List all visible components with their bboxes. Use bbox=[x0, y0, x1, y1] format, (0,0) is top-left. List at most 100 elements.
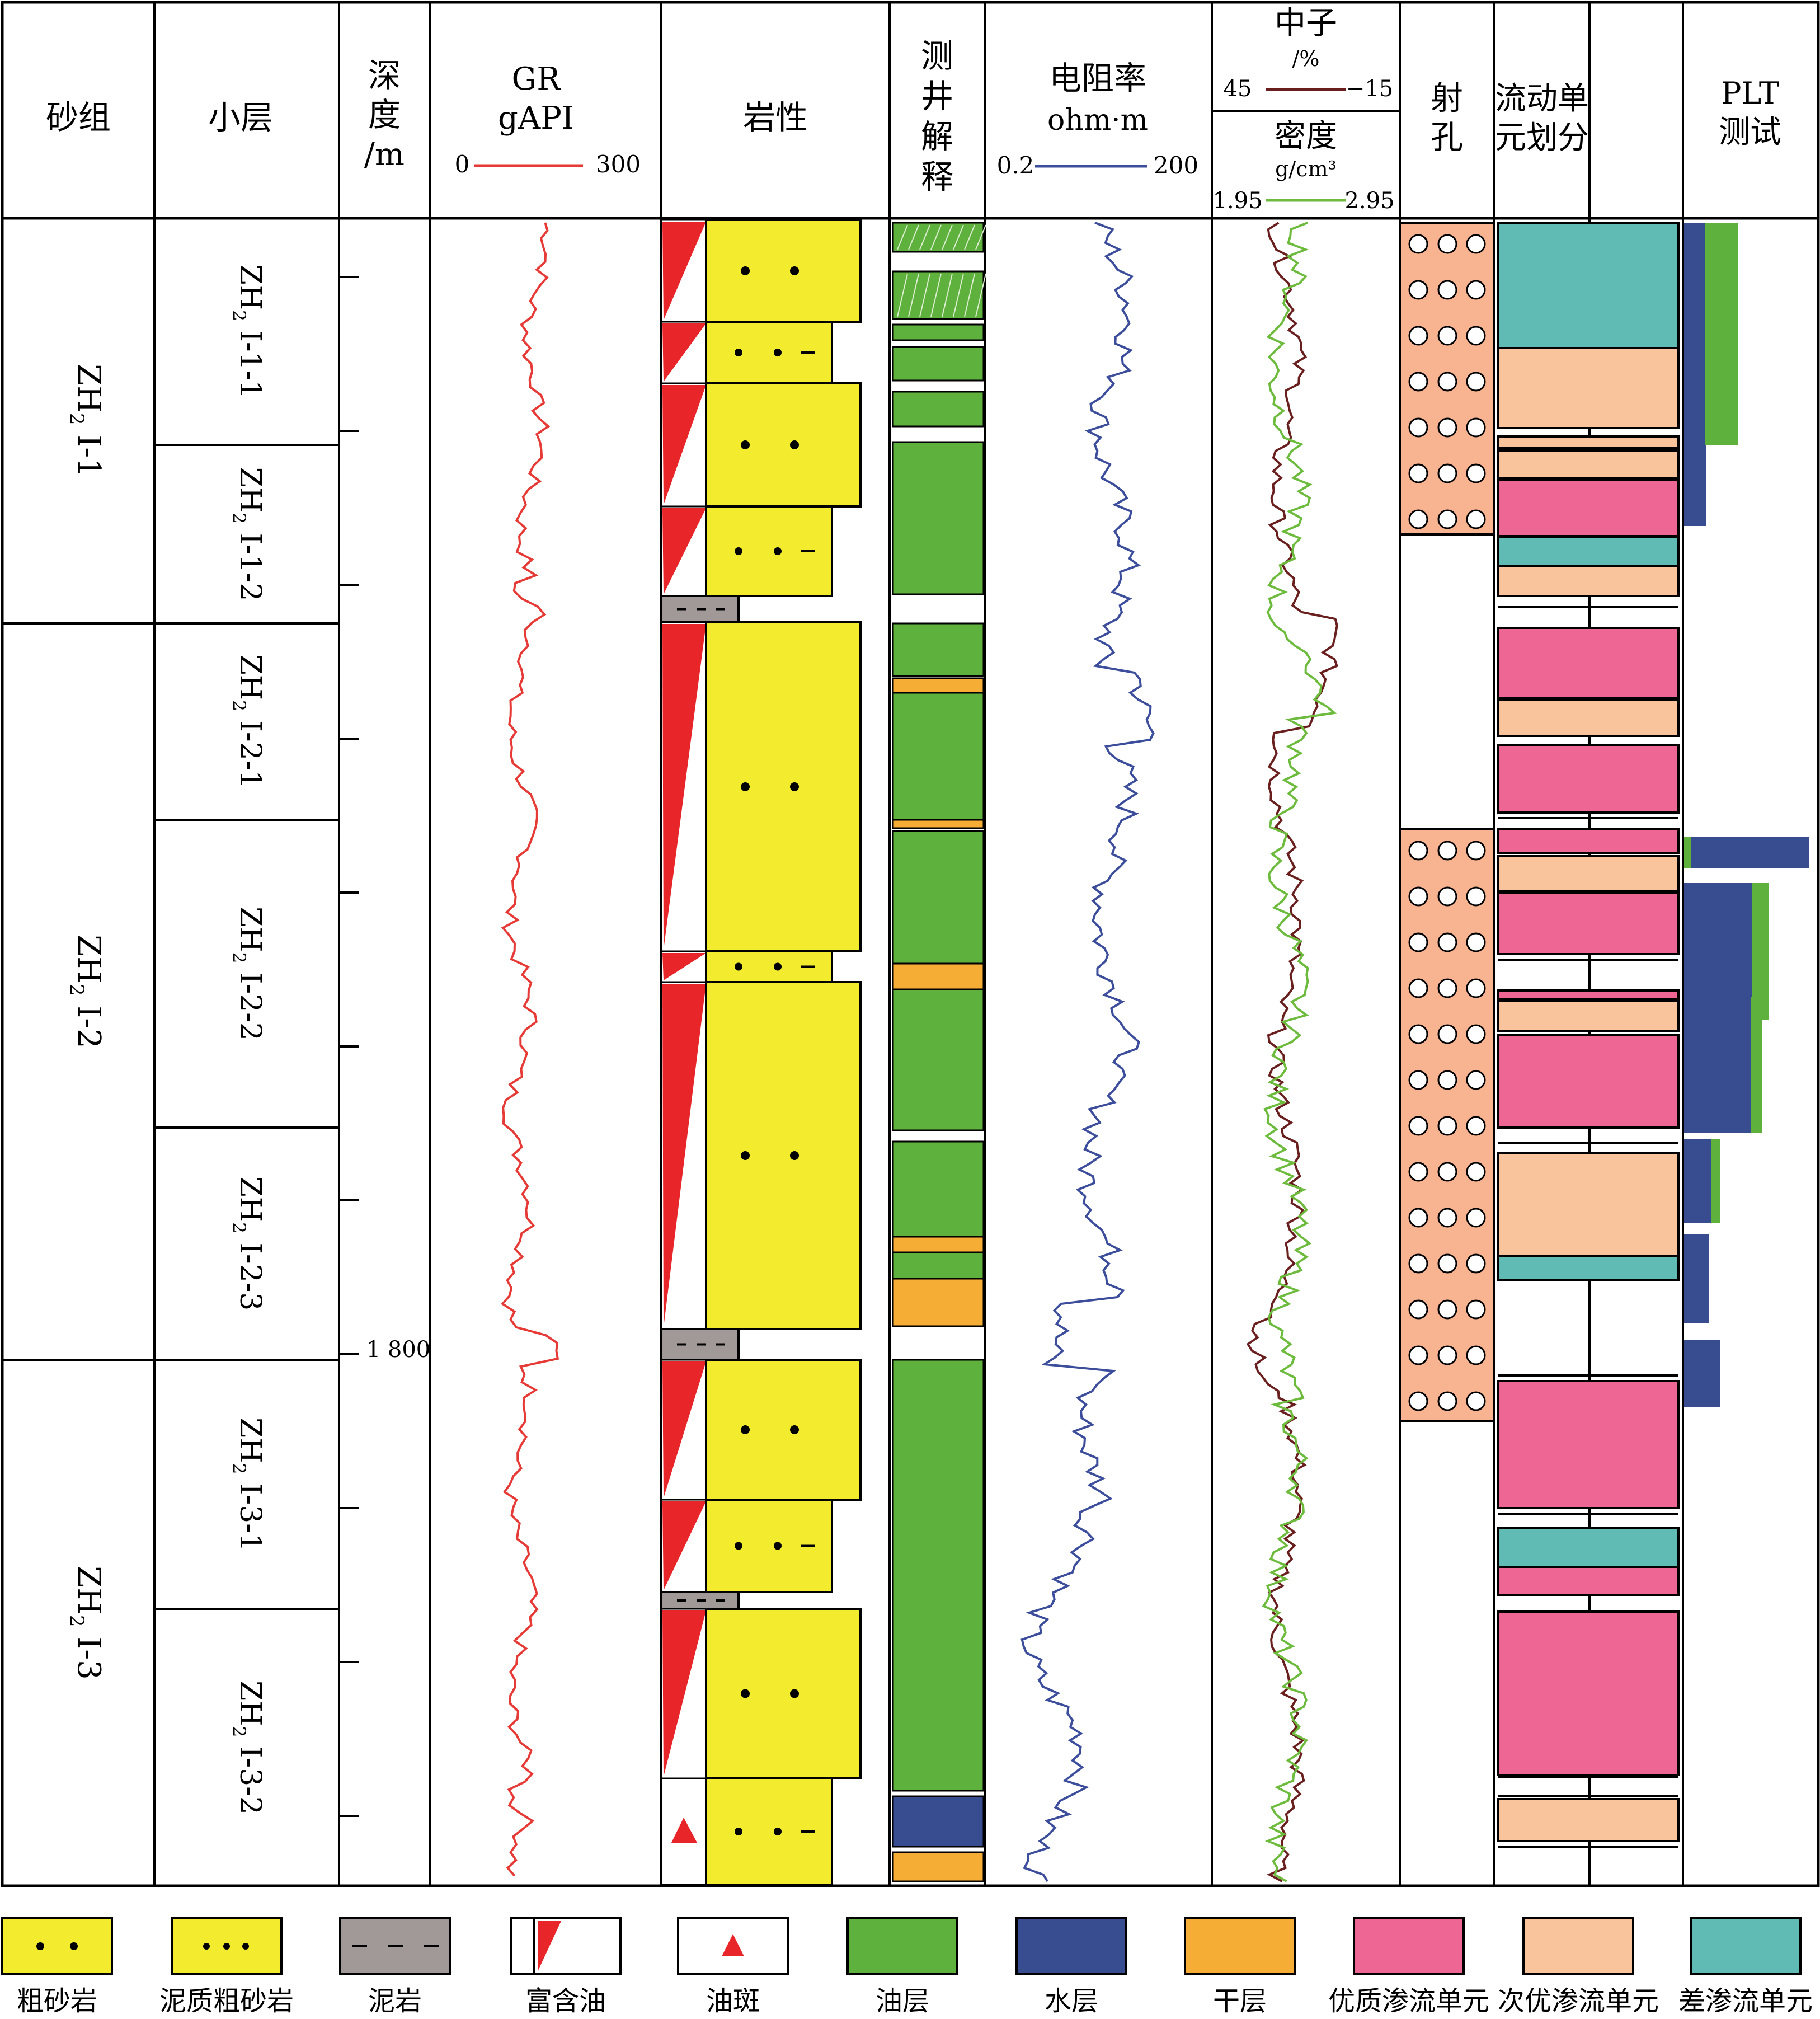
muddy-coarse-sandstone-bed bbox=[705, 1499, 833, 1593]
dry-layer-swatch: 干层 bbox=[1184, 1917, 1296, 2017]
secondary-flow-unit bbox=[1497, 999, 1680, 1032]
superior-flow-unit bbox=[1497, 828, 1680, 854]
header-log-interp-3: 解 bbox=[921, 118, 953, 156]
plt-water-bar bbox=[1684, 1234, 1709, 1323]
legend-label: 差渗流单元 bbox=[1678, 1985, 1813, 2017]
sand-group-label: ZH2 Ⅰ-2 bbox=[66, 935, 107, 1049]
perforation-hole bbox=[1437, 509, 1457, 529]
perforation-hole bbox=[1437, 1208, 1457, 1228]
header-gr-unit: gAPI bbox=[498, 100, 574, 137]
oil-rich-wedge bbox=[662, 1361, 706, 1498]
perforation-hole bbox=[1466, 280, 1486, 300]
water-layer-swatch: 水层 bbox=[1015, 1917, 1127, 2017]
perforation-hole bbox=[1408, 978, 1428, 998]
plt-water-bar bbox=[1684, 997, 1752, 1133]
superior-flow-unit bbox=[1497, 1566, 1680, 1596]
oil-layer bbox=[892, 1359, 985, 1792]
header-neutron: 中子 bbox=[1275, 5, 1337, 41]
header-neu-left: 45 bbox=[1224, 76, 1252, 102]
hatch-line bbox=[919, 273, 930, 317]
perforation-hole bbox=[1466, 978, 1486, 998]
perforation-hole bbox=[1408, 1162, 1428, 1182]
perforation-hole bbox=[1466, 1162, 1486, 1182]
header-res-max: 200 bbox=[1154, 152, 1198, 179]
header-den-left: 1.95 bbox=[1212, 188, 1262, 214]
header-den-right: 2.95 bbox=[1344, 188, 1394, 214]
poor-flow-unit bbox=[1497, 1255, 1680, 1281]
oil-rich-wedge bbox=[662, 385, 706, 505]
perforation-hole bbox=[1408, 417, 1428, 438]
coarse-sandstone-bed bbox=[705, 621, 862, 952]
header-plt-1: PLT bbox=[1721, 76, 1779, 111]
coarse-sandstone-swatch: 粗砂岩 bbox=[1, 1917, 113, 2017]
legend-label: 粗砂岩 bbox=[17, 1985, 97, 2017]
perforation-hole bbox=[1466, 509, 1486, 529]
perforation-hole bbox=[1437, 841, 1457, 861]
neutron-curve bbox=[1246, 222, 1339, 1882]
legend-swatch bbox=[1184, 1917, 1296, 1975]
perforation-hole bbox=[1437, 886, 1457, 907]
hatch-line bbox=[897, 224, 908, 250]
hatch-line bbox=[964, 273, 975, 317]
perforation-hole bbox=[1408, 1345, 1428, 1365]
header-res-min: 0.2 bbox=[997, 152, 1034, 179]
legend-swatch bbox=[1, 1917, 113, 1975]
hatch-line bbox=[942, 273, 953, 317]
header-plt-2: 测试 bbox=[1719, 114, 1781, 151]
oil-rich-wedge bbox=[538, 1921, 561, 1971]
sand-dot bbox=[70, 1942, 78, 1950]
muddy-coarse-sandstone-swatch: 泥质粗砂岩 bbox=[159, 1917, 294, 2017]
sublayer-label: ZH2 Ⅰ-1-2 bbox=[229, 467, 267, 602]
header-depth-2: 度 bbox=[368, 96, 401, 134]
plt-oil-bar bbox=[1711, 1139, 1720, 1223]
perforation-hole bbox=[1437, 234, 1457, 254]
hatch-line bbox=[953, 224, 964, 250]
header-flow-unit-2: 元划分 bbox=[1495, 120, 1589, 156]
secondary-flow-unit bbox=[1497, 1152, 1680, 1257]
hatch-line bbox=[975, 273, 986, 317]
superior-flow-unit bbox=[1497, 1380, 1680, 1509]
header-log-interp-4: 释 bbox=[921, 158, 953, 196]
header-gr-max: 300 bbox=[596, 151, 641, 178]
perforation-hole bbox=[1466, 417, 1486, 438]
mudstone-bed bbox=[660, 595, 740, 623]
sand-dot bbox=[735, 547, 742, 555]
perforation-hole bbox=[1466, 1070, 1486, 1090]
sublayer-label: ZH2 Ⅰ-2-2 bbox=[229, 907, 267, 1041]
sand-dot bbox=[774, 1542, 782, 1550]
perforation-hole bbox=[1408, 886, 1428, 907]
perforation-hole bbox=[1437, 1024, 1457, 1044]
mudstone-swatch: 泥岩 bbox=[339, 1917, 451, 2017]
coarse-sandstone-bed bbox=[705, 981, 862, 1330]
perforation-hole bbox=[1437, 932, 1457, 952]
oil-rich-wedge bbox=[662, 1501, 706, 1590]
perforation-hole bbox=[1466, 1024, 1486, 1044]
resistivity-curve bbox=[1020, 222, 1155, 1882]
perforation-hole bbox=[1437, 978, 1457, 998]
poor-flow-unit bbox=[1497, 222, 1680, 349]
perforation-hole bbox=[1437, 1299, 1457, 1320]
perforation-hole bbox=[1437, 1116, 1457, 1136]
superior-flow-unit bbox=[1497, 891, 1680, 955]
plt-oil-bar bbox=[1705, 223, 1738, 445]
oil-layer-swatch: 油层 bbox=[846, 1917, 958, 2017]
sand-dot bbox=[741, 1689, 750, 1698]
perforation-hole bbox=[1437, 463, 1457, 483]
legend-label: 干层 bbox=[1213, 1985, 1267, 2017]
oil-layer bbox=[892, 323, 985, 341]
superior-flow-unit bbox=[1497, 744, 1680, 814]
header-depth-3: /m bbox=[364, 137, 405, 173]
hatch-line bbox=[942, 224, 953, 250]
sand-dot bbox=[735, 1828, 742, 1835]
sand-group-label: ZH2 Ⅰ-3 bbox=[66, 1566, 107, 1680]
perforation-hole bbox=[1408, 932, 1428, 952]
oil-rich-wedge bbox=[662, 222, 706, 320]
perforation-hole bbox=[1408, 1391, 1428, 1411]
header-resistivity: 电阻率 bbox=[1049, 59, 1146, 97]
perforation-hole bbox=[1408, 509, 1428, 529]
perforation-hole bbox=[1408, 1024, 1428, 1044]
sublayer-label: ZH2 Ⅰ-1-1 bbox=[229, 265, 267, 399]
hatch-line bbox=[897, 273, 908, 317]
